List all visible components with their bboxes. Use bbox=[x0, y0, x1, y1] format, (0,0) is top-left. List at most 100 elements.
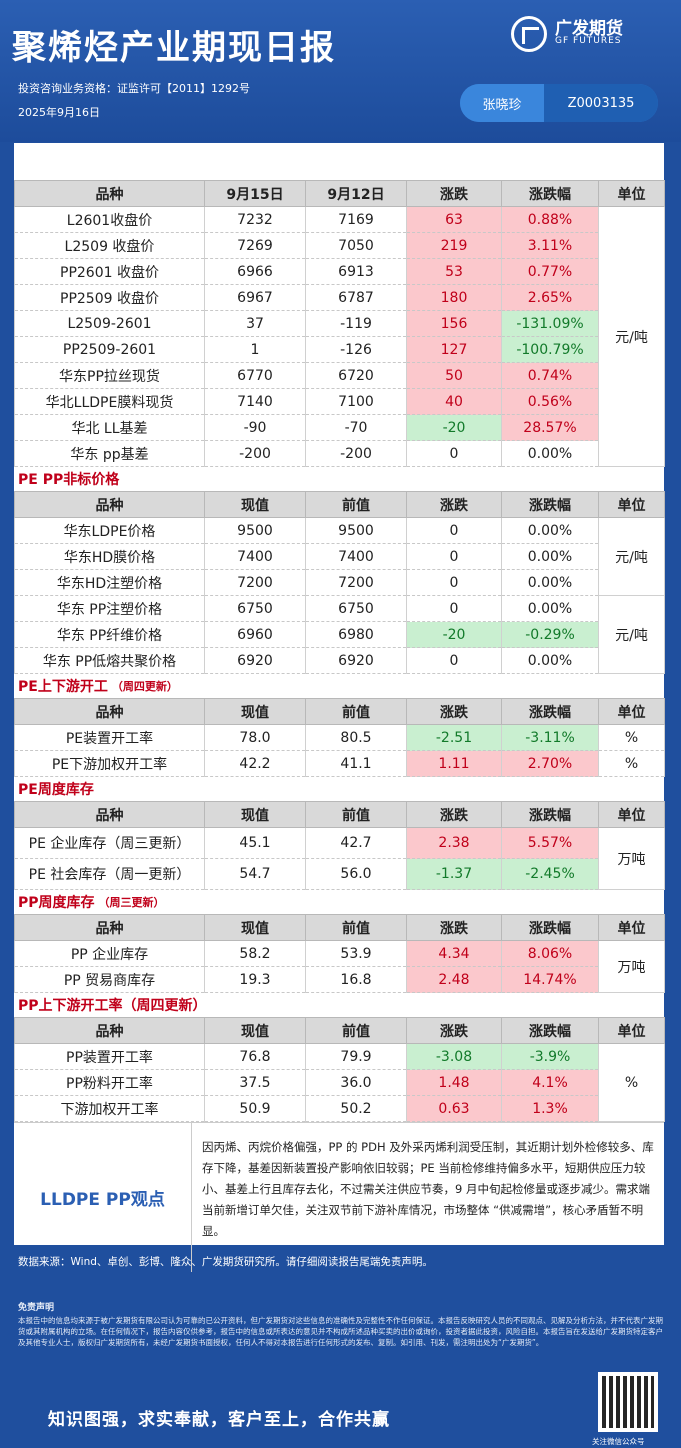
pp-inventory-table: 品种 现值 前值 涨跌 涨跌幅 单位 PP 企业库存 58.2 53.9 4.3… bbox=[14, 914, 665, 993]
col-header: 现值 bbox=[204, 698, 306, 725]
cell: 0 bbox=[406, 440, 502, 467]
cell: 6913 bbox=[305, 258, 407, 285]
unit-cell: 万吨 bbox=[598, 940, 665, 993]
cell: 0 bbox=[406, 517, 502, 544]
col-header: 9月12日 bbox=[305, 180, 407, 207]
cell: 7400 bbox=[204, 543, 306, 570]
cell: 54.7 bbox=[204, 858, 306, 890]
col-header: 单位 bbox=[598, 491, 665, 518]
cell: 0.88% bbox=[501, 206, 599, 233]
cell: PE 企业库存（周三更新） bbox=[14, 827, 205, 859]
cell: 0.77% bbox=[501, 258, 599, 285]
table-row: PP粉料开工率 37.5 36.0 1.48 4.1% bbox=[14, 1069, 665, 1096]
cell: L2509 收盘价 bbox=[14, 232, 205, 259]
cell: 5.57% bbox=[501, 827, 599, 859]
cell: 0.63 bbox=[406, 1095, 502, 1122]
col-header: 单位 bbox=[598, 1017, 665, 1044]
section-note: （周四更新） bbox=[111, 680, 178, 693]
col-header: 涨跌 bbox=[406, 180, 502, 207]
col-header: 涨跌 bbox=[406, 801, 502, 828]
cell: 华北 LL基差 bbox=[14, 414, 205, 441]
cell: 0.74% bbox=[501, 362, 599, 389]
cell: PP2601 收盘价 bbox=[14, 258, 205, 285]
cell: 42.7 bbox=[305, 827, 407, 859]
unit-cell: 元/吨 bbox=[598, 517, 665, 596]
cell: 7400 bbox=[305, 543, 407, 570]
col-header: 涨跌幅 bbox=[501, 491, 599, 518]
report-panel: 品种 9月15日 9月12日 涨跌 涨跌幅 单位 L2601收盘价 7232 7… bbox=[14, 143, 665, 1272]
table-row: PE装置开工率 78.0 80.5 -2.51 -3.11% % bbox=[14, 724, 665, 751]
cell: -3.08 bbox=[406, 1043, 502, 1070]
cell: 6750 bbox=[204, 595, 306, 622]
table-row: 华东 PP注塑价格 6750 6750 0 0.00% 元/吨 bbox=[14, 595, 665, 674]
section-title: PP上下游开工率（周四更新） bbox=[14, 993, 664, 1017]
report-title: 聚烯烃产业期现日报 bbox=[12, 28, 336, 68]
cell: 63 bbox=[406, 206, 502, 233]
section-title: PP周度库存 （周三更新） bbox=[14, 890, 664, 914]
cell: 2.65% bbox=[501, 284, 599, 311]
col-header: 前值 bbox=[305, 1017, 407, 1044]
unit-cell: % bbox=[598, 750, 665, 777]
cell: PP 企业库存 bbox=[14, 940, 205, 967]
cell: 0.00% bbox=[501, 647, 599, 674]
cell: 1.11 bbox=[406, 750, 502, 777]
col-header: 涨跌 bbox=[406, 491, 502, 518]
cell: -200 bbox=[204, 440, 306, 467]
license-text: 投资咨询业务资格：证监许可【2011】1292号 bbox=[18, 82, 250, 95]
cell: 6967 bbox=[204, 284, 306, 311]
col-header: 单位 bbox=[598, 801, 665, 828]
table-row: PP 企业库存 58.2 53.9 4.34 8.06% 万吨 bbox=[14, 940, 665, 993]
cell: 7140 bbox=[204, 388, 306, 415]
cell: 127 bbox=[406, 336, 502, 363]
table-row: 华东 PP低熔共聚价格 6920 6920 0 0.00% bbox=[14, 647, 665, 674]
cell: PP2509-2601 bbox=[14, 336, 205, 363]
blank-row bbox=[14, 143, 664, 180]
cell: -126 bbox=[305, 336, 407, 363]
unit-cell: % bbox=[598, 724, 665, 751]
cell: 下游加权开工率 bbox=[14, 1095, 205, 1122]
gf-logo-icon bbox=[511, 16, 547, 52]
cell: -20 bbox=[406, 621, 502, 648]
col-header: 品种 bbox=[14, 1017, 205, 1044]
cell: 6787 bbox=[305, 284, 407, 311]
table-row: PP2509-2601 1 -126 127 -100.79% bbox=[14, 336, 665, 363]
cell: 42.2 bbox=[204, 750, 306, 777]
cell: 6770 bbox=[204, 362, 306, 389]
cell: 219 bbox=[406, 232, 502, 259]
cell: 156 bbox=[406, 310, 502, 337]
col-header: 现值 bbox=[204, 914, 306, 941]
col-header: 单位 bbox=[598, 698, 665, 725]
col-header: 现值 bbox=[204, 491, 306, 518]
cell: -70 bbox=[305, 414, 407, 441]
cell: 41.1 bbox=[305, 750, 407, 777]
cell: 华东 PP纤维价格 bbox=[14, 621, 205, 648]
cell: 4.34 bbox=[406, 940, 502, 967]
cell: 7200 bbox=[204, 569, 306, 596]
cell: -0.29% bbox=[501, 621, 599, 648]
cell: -100.79% bbox=[501, 336, 599, 363]
cell: PP 贸易商库存 bbox=[14, 966, 205, 993]
col-header: 品种 bbox=[14, 491, 205, 518]
cell: PE 社会库存（周一更新） bbox=[14, 858, 205, 890]
cell: 76.8 bbox=[204, 1043, 306, 1070]
cell: 36.0 bbox=[305, 1069, 407, 1096]
view-title: LLDPE PP观点 bbox=[14, 1123, 192, 1272]
cell: 2.38 bbox=[406, 827, 502, 859]
cell: 6720 bbox=[305, 362, 407, 389]
col-header: 现值 bbox=[204, 801, 306, 828]
col-header: 9月15日 bbox=[204, 180, 306, 207]
cell: 4.1% bbox=[501, 1069, 599, 1096]
cell: -20 bbox=[406, 414, 502, 441]
section-title-text: PE周度库存 bbox=[18, 782, 94, 798]
cell: 0.56% bbox=[501, 388, 599, 415]
cell: 8.06% bbox=[501, 940, 599, 967]
cell: 0 bbox=[406, 569, 502, 596]
unit-cell: 元/吨 bbox=[598, 206, 665, 467]
unit-cell: % bbox=[598, 1043, 665, 1122]
section-title: PE周度库存 bbox=[14, 777, 664, 801]
slogan: 知识图强，求实奉献，客户至上，合作共赢 bbox=[48, 1410, 390, 1430]
cell: 7232 bbox=[204, 206, 306, 233]
cell: 1.48 bbox=[406, 1069, 502, 1096]
table-row: 华东 PP纤维价格 6960 6980 -20 -0.29% bbox=[14, 621, 665, 648]
cell: -3.11% bbox=[501, 724, 599, 751]
